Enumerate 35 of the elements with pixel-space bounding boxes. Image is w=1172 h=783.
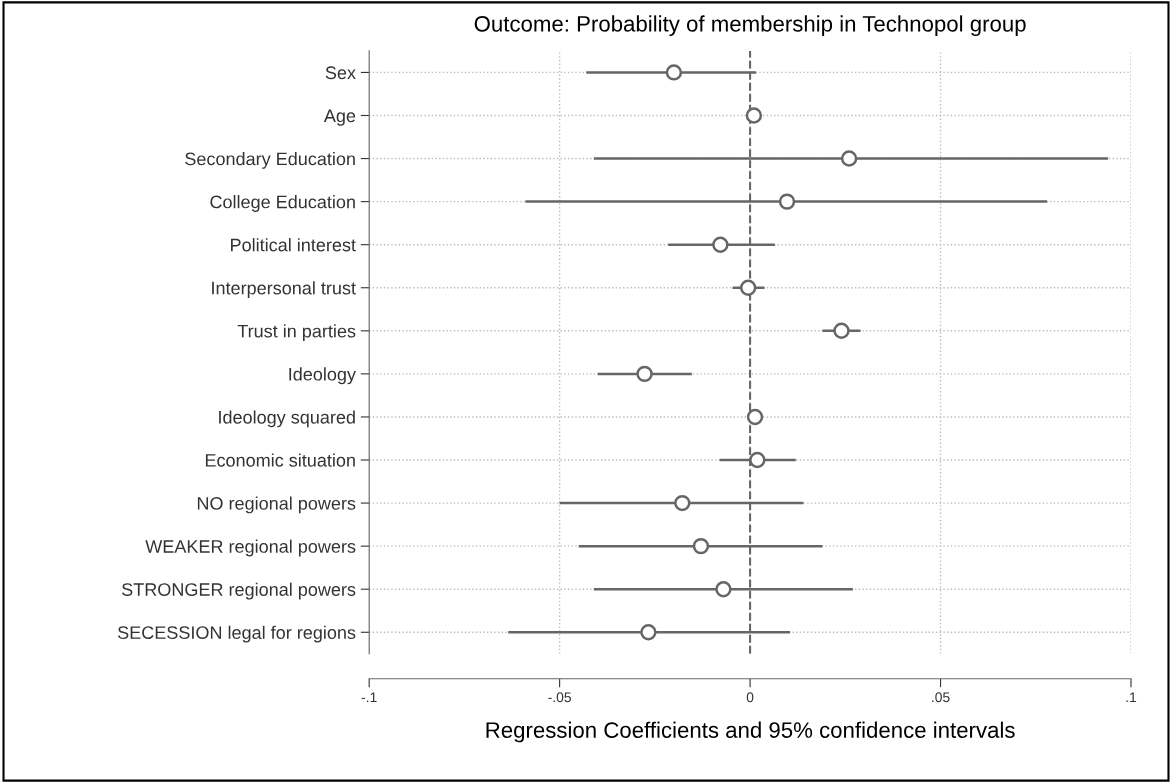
x-tick-label: .05 xyxy=(932,692,950,703)
y-tick-label: College Education xyxy=(210,195,355,212)
point xyxy=(712,236,729,253)
y-tick-label: Trust in parties xyxy=(237,324,356,342)
point xyxy=(749,451,766,469)
point xyxy=(640,624,657,641)
y-tick-label: SECESSION legal for regions xyxy=(117,625,356,643)
y-tick-label: WEAKER regional powers xyxy=(145,539,356,557)
point xyxy=(665,64,683,81)
x-tick-label: 0 xyxy=(746,692,754,703)
y-tick-label: Political interest xyxy=(231,238,356,252)
point xyxy=(636,365,653,383)
point xyxy=(840,150,858,167)
y-tick-label: NO regional powers xyxy=(197,496,356,514)
x-tick-label: .1 xyxy=(1126,692,1137,703)
y-tick-label: Ideology squared xyxy=(219,410,355,428)
y-tick-label: Sex xyxy=(325,66,356,80)
y-tick-label: STRONGER regional powers xyxy=(122,582,356,600)
point xyxy=(778,193,796,210)
point xyxy=(692,537,710,555)
y-tick-label: Ideology xyxy=(289,367,356,385)
y-tick-label: Secondary Education xyxy=(185,152,355,169)
chart-title: Outcome: Probability of membership in Technopol group xyxy=(474,15,1026,37)
y-tick-label: Age xyxy=(323,109,356,126)
x-tick-label: -.05 xyxy=(548,692,572,703)
x-tick-label: -.1 xyxy=(361,692,377,703)
point xyxy=(715,581,732,598)
y-tick-label: Interpersonal trust xyxy=(212,281,356,299)
point xyxy=(674,494,691,512)
point xyxy=(739,279,757,296)
x-axis-title: Regression Coefficients and 95% confidence intervals xyxy=(486,721,1015,743)
point xyxy=(745,107,763,124)
y-tick-label: Economic situation xyxy=(205,453,355,467)
point xyxy=(833,322,850,340)
point xyxy=(746,408,764,426)
